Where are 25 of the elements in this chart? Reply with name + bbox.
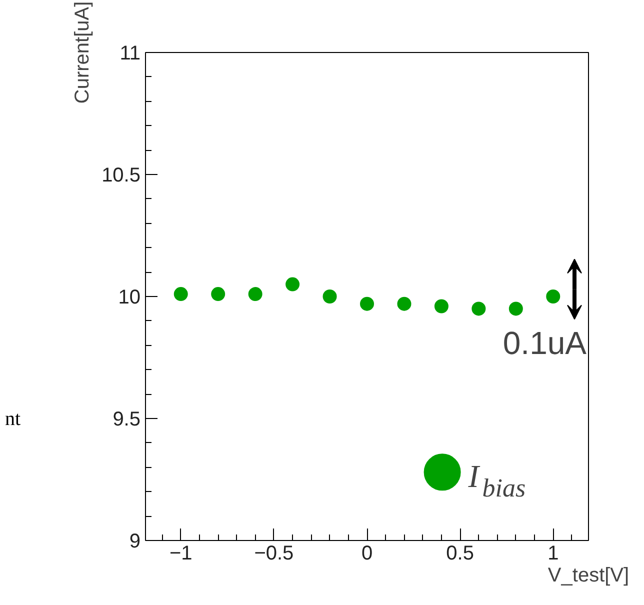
- point: [397, 296, 412, 311]
- point: [472, 302, 486, 316]
- x-tick-label: 1: [548, 542, 559, 564]
- point: [434, 299, 448, 314]
- y-tick-label: 10.5: [102, 164, 141, 186]
- y-tick-label: 9: [129, 530, 140, 552]
- point: [286, 277, 300, 292]
- x-tick-label: −0.5: [254, 542, 294, 564]
- text: nt: [5, 407, 21, 432]
- point: [322, 290, 337, 304]
- point: [508, 302, 523, 316]
- point: [360, 296, 374, 311]
- x-axis-title: V_test[V]: [548, 564, 630, 586]
- point: [211, 287, 226, 302]
- point: [546, 290, 560, 304]
- y-tick-label: 9.5: [112, 408, 141, 430]
- annotation: 0.1uA: [502, 325, 588, 362]
- point: [248, 287, 262, 302]
- y-tick-label: 10: [118, 286, 141, 308]
- y-axis-title: Current[uA]: [72, 1, 94, 104]
- x-tick-label: 0: [361, 542, 373, 564]
- point: [174, 287, 188, 302]
- x-tick-label: −1: [169, 542, 192, 564]
- x-tick-label: 0.5: [446, 542, 474, 564]
- y-tick-label: 11: [120, 42, 141, 64]
